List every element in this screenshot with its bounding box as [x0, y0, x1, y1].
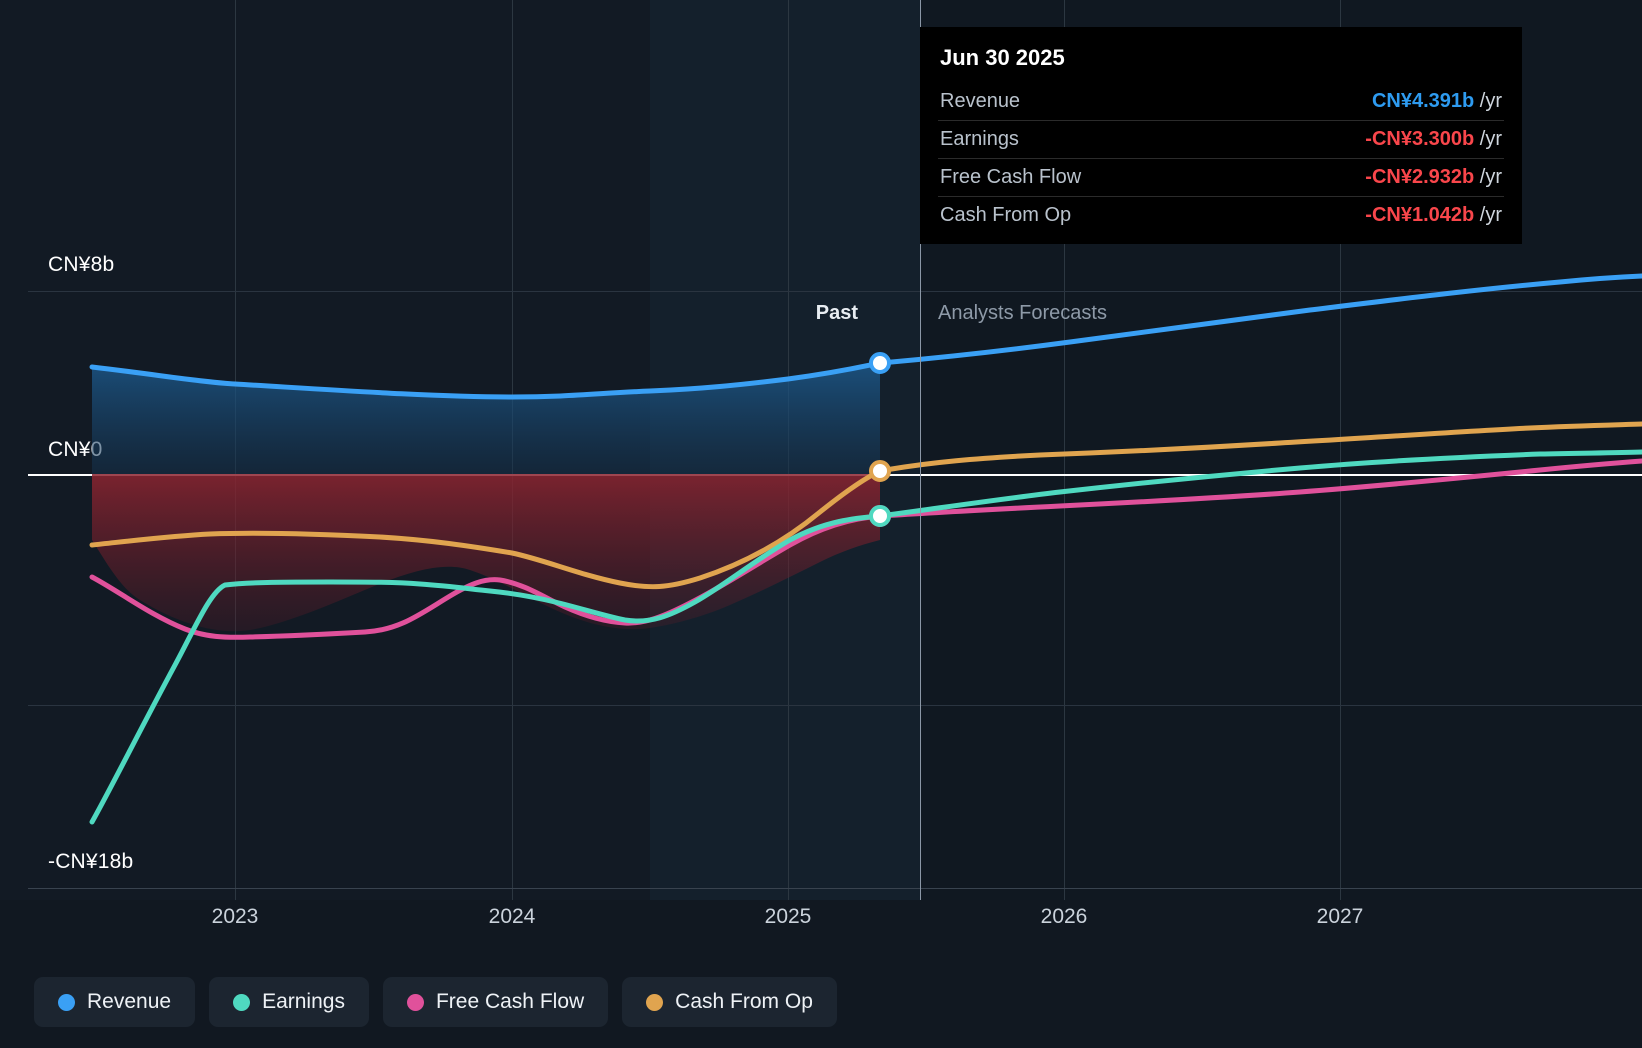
marker-earnings — [869, 505, 891, 527]
chart-legend: Revenue Earnings Free Cash Flow Cash Fro… — [34, 977, 837, 1027]
gridline-top — [28, 291, 1642, 292]
tooltip-title: Jun 30 2025 — [940, 45, 1065, 70]
tooltip-row-free-cash-flow: Free Cash Flow -CN¥2.932b /yr — [938, 158, 1504, 197]
tooltip-table: Revenue CN¥4.391b /yr Earnings -CN¥3.300… — [938, 83, 1504, 234]
x-axis-line — [28, 888, 1642, 889]
tooltip-row-cash-from-op: Cash From Op -CN¥1.042b /yr — [938, 197, 1504, 235]
line-cash-from-op — [89, 421, 1642, 590]
x-tick-2024: 2024 — [488, 905, 536, 928]
x-tick-2026: 2026 — [1040, 905, 1088, 928]
tooltip-label-cash-from-op: Cash From Op — [940, 204, 1072, 226]
tooltip-unit-free-cash-flow: /yr — [1479, 166, 1502, 188]
y-axis-label-zero: CN¥0 — [48, 438, 103, 461]
gridline-lower — [28, 705, 1642, 706]
x-tick-2023: 2023 — [211, 905, 259, 928]
legend-dot-free-cash-flow-icon — [406, 993, 424, 1011]
tooltip-unit-revenue: /yr — [1479, 90, 1502, 112]
tooltip-value-cash-from-op: -CN¥1.042b /yr — [1225, 197, 1504, 235]
past-label: Past — [815, 302, 858, 324]
tooltip-value-revenue: CN¥4.391b /yr — [1225, 83, 1504, 121]
gridline-2027 — [1340, 0, 1341, 900]
legend-label-earnings: Earnings — [262, 990, 345, 1013]
tooltip-label-earnings: Earnings — [938, 120, 1226, 159]
legend-label-cash-from-op: Cash From Op — [675, 990, 813, 1013]
tooltip-number-revenue: CN¥4.391b — [1371, 90, 1475, 112]
tooltip-row-revenue: Revenue CN¥4.391b /yr — [938, 83, 1504, 121]
negative-area-fill — [92, 474, 880, 632]
gridline-2026 — [1064, 0, 1065, 900]
y-axis-label-bottom: -CN¥18b — [48, 850, 134, 873]
forecast-label: Analysts Forecasts — [938, 302, 1107, 324]
tooltip-value-free-cash-flow: -CN¥2.932b /yr — [1225, 158, 1504, 197]
legend-dot-cash-from-op-icon — [646, 993, 664, 1011]
tooltip-label-revenue: Revenue — [938, 83, 1226, 121]
legend-label-free-cash-flow: Free Cash Flow — [435, 990, 585, 1013]
legend-item-earnings[interactable]: Earnings — [209, 977, 369, 1027]
legend-item-revenue[interactable]: Revenue — [34, 977, 196, 1027]
tooltip-value-earnings: -CN¥3.300b /yr — [1225, 120, 1504, 159]
line-earnings — [89, 449, 1642, 825]
tooltip-number-cash-from-op: -CN¥1.042b — [1365, 204, 1475, 226]
legend-item-cash-from-op[interactable]: Cash From Op — [622, 977, 837, 1027]
series-lines — [89, 273, 1642, 825]
legend-dot-earnings-icon — [233, 993, 251, 1011]
tooltip-number-earnings: -CN¥3.300b — [1365, 128, 1475, 150]
forecast-divider-line — [920, 0, 921, 900]
marker-cash-from-op — [869, 460, 891, 482]
line-revenue — [89, 273, 1642, 400]
tooltip-row-earnings: Earnings -CN¥3.300b /yr — [938, 120, 1504, 159]
y-axis-label-top: CN¥8b — [48, 253, 115, 276]
x-tick-2027: 2027 — [1316, 905, 1364, 928]
tooltip-unit-earnings: /yr — [1479, 128, 1502, 150]
legend-dot-revenue-icon — [58, 993, 75, 1011]
x-tick-2025: 2025 — [764, 905, 812, 928]
tooltip-label-free-cash-flow: Free Cash Flow — [938, 158, 1226, 197]
legend-item-free-cash-flow[interactable]: Free Cash Flow — [382, 977, 609, 1027]
marker-revenue — [869, 352, 891, 374]
data-tooltip: Jun 30 2025 Revenue CN¥4.391b /yr Earnin… — [920, 27, 1522, 244]
legend-label-revenue: Revenue — [87, 990, 172, 1013]
tooltip-unit-cash-from-op: /yr — [1479, 204, 1502, 226]
tooltip-number-free-cash-flow: -CN¥2.932b — [1365, 166, 1475, 188]
